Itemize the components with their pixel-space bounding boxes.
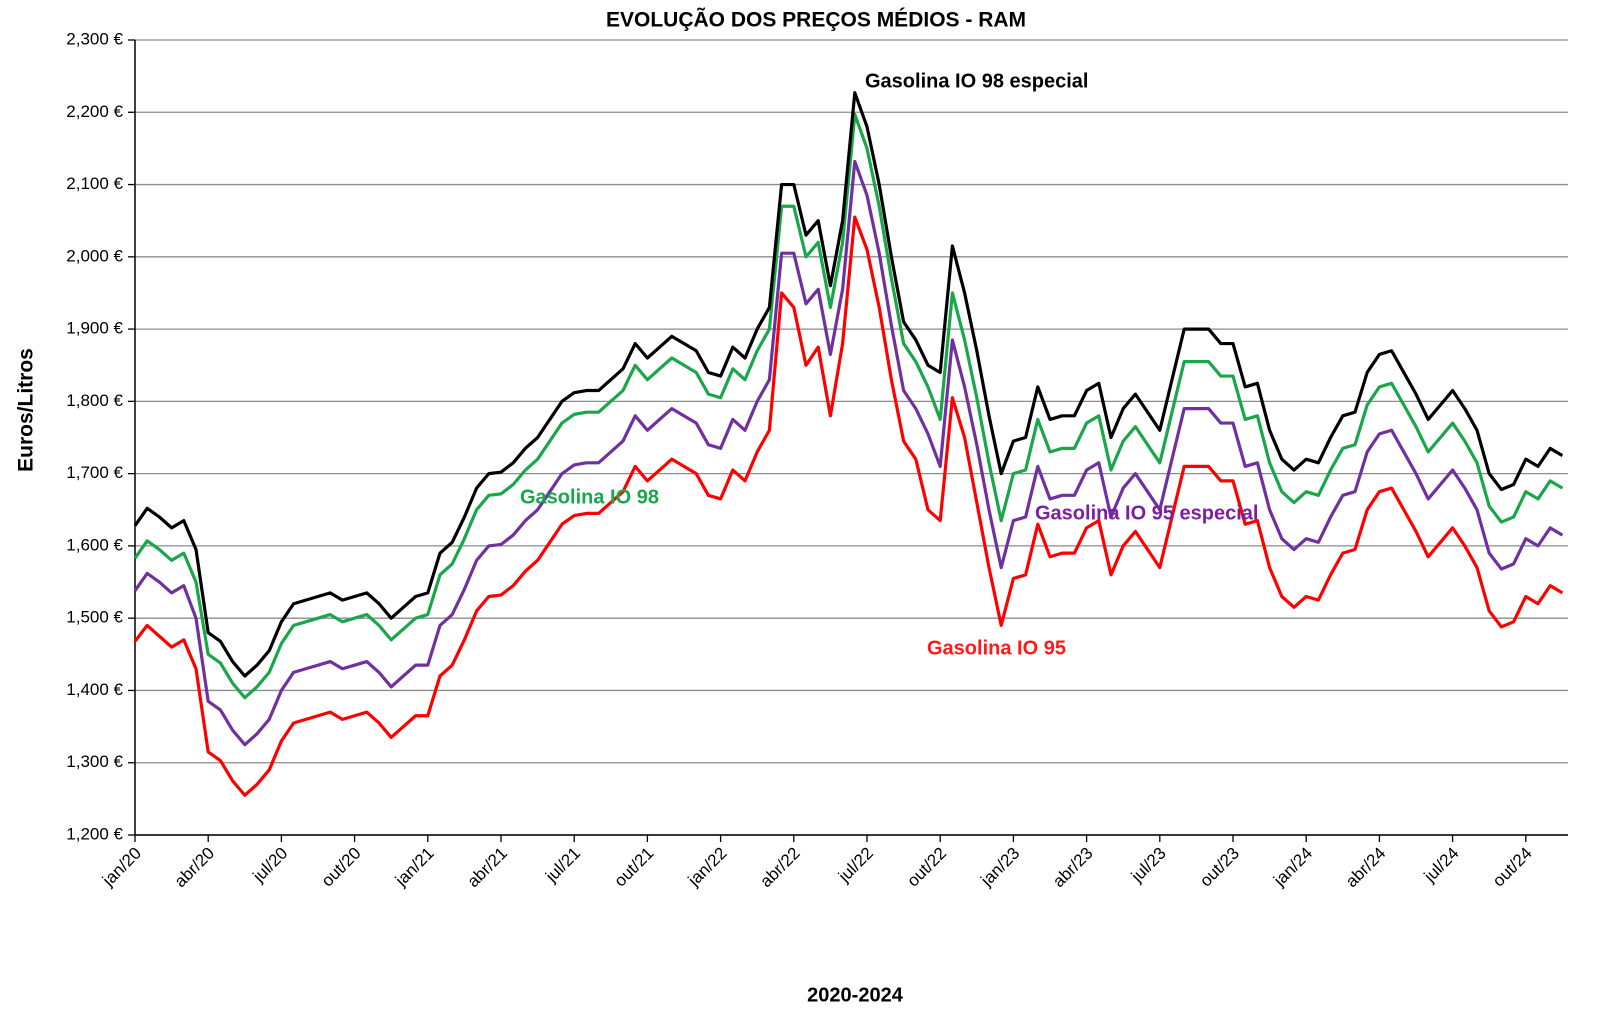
y-tick-label: 1,700 €	[66, 463, 123, 482]
y-tick-label: 2,100 €	[66, 174, 123, 193]
y-tick-label: 1,600 €	[66, 535, 123, 554]
y-tick-label: 1,200 €	[66, 824, 123, 843]
y-tick-label: 2,300 €	[66, 29, 123, 48]
y-tick-label: 1,400 €	[66, 680, 123, 699]
chart-title: EVOLUÇÃO DOS PREÇOS MÉDIOS - RAM	[606, 9, 1026, 32]
y-tick-label: 1,800 €	[66, 391, 123, 410]
series-label: Gasolina IO 98	[520, 486, 659, 508]
series-line	[133, 159, 1564, 747]
series-line	[133, 215, 1564, 797]
series-label: Gasolina IO 95 especial	[1035, 502, 1258, 524]
series-line	[133, 112, 1564, 700]
series-line	[133, 91, 1564, 678]
y-tick-label: 1,500 €	[66, 608, 123, 627]
y-tick-label: 2,200 €	[66, 102, 123, 121]
x-axis-title: 2020-2024	[807, 984, 904, 1006]
y-tick-label: 1,300 €	[66, 752, 123, 771]
y-tick-label: 2,000 €	[66, 246, 123, 265]
series-label: Gasolina IO 95	[927, 637, 1066, 659]
series-label: Gasolina IO 98 especial	[865, 70, 1088, 92]
y-axis-title: Euros/Litros	[15, 348, 38, 472]
y-tick-label: 1,900 €	[66, 319, 123, 338]
